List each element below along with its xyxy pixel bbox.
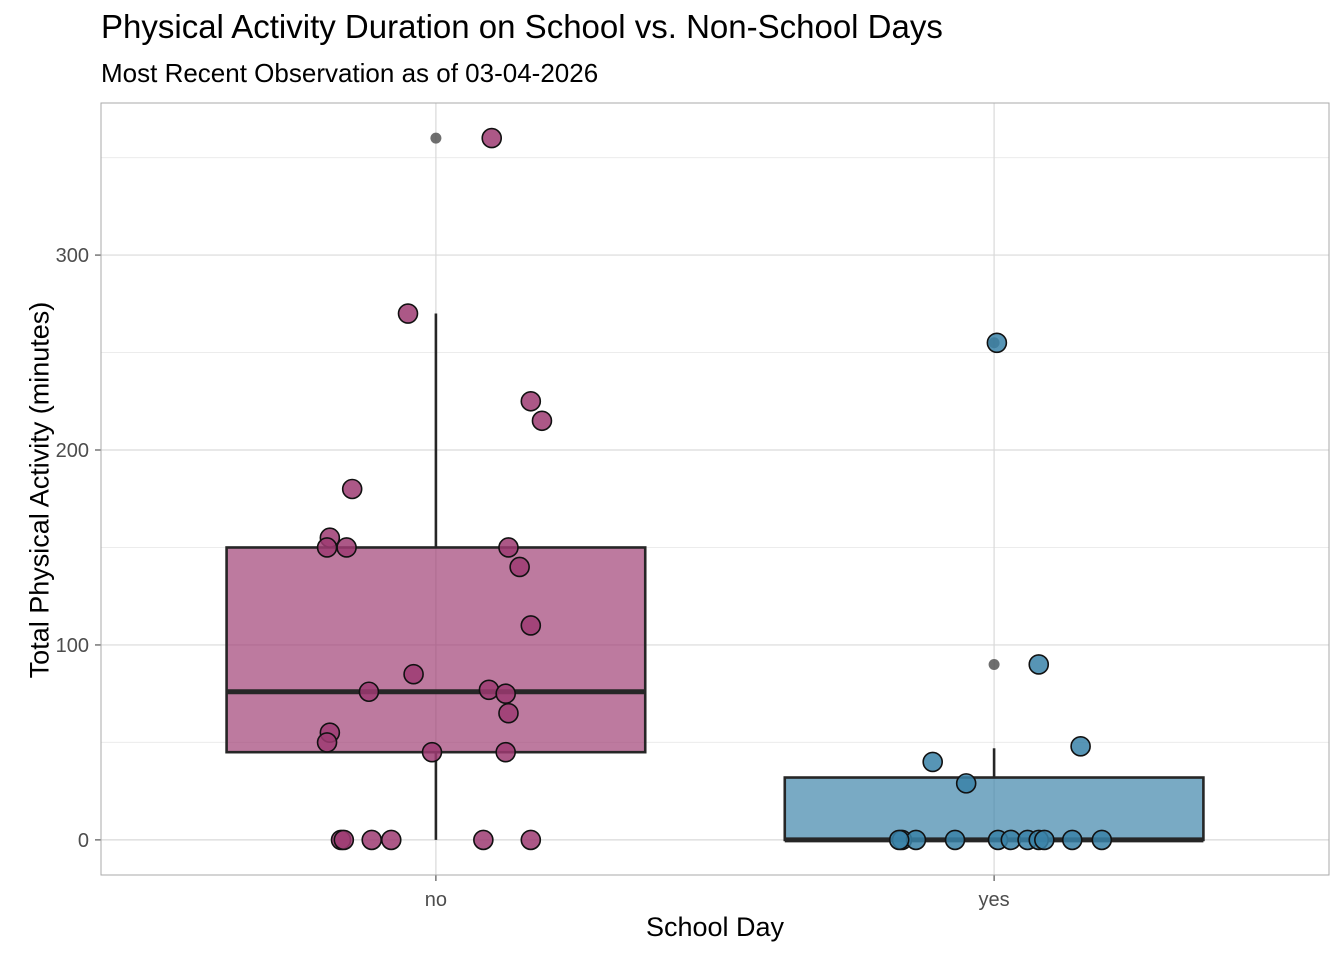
data-point xyxy=(341,478,363,500)
box-iqr xyxy=(783,776,1205,842)
data-point xyxy=(1034,829,1055,851)
chart-title: Physical Activity Duration on School vs.… xyxy=(101,8,943,45)
point-layer xyxy=(316,127,1113,851)
data-point xyxy=(380,829,402,851)
data-point xyxy=(361,829,383,851)
data-point xyxy=(336,537,357,558)
data-point xyxy=(481,127,503,149)
data-point xyxy=(358,681,380,703)
data-point xyxy=(1091,829,1113,851)
data-point xyxy=(520,615,542,636)
data-point xyxy=(316,732,338,753)
y-tick-label: 0 xyxy=(78,830,89,852)
x-tick-label: no xyxy=(425,889,447,911)
data-point xyxy=(509,556,530,578)
y-tick-label: 300 xyxy=(56,245,89,267)
box-iqr xyxy=(225,546,647,754)
data-point xyxy=(498,702,519,724)
data-point xyxy=(955,773,977,794)
y-tick-label: 200 xyxy=(56,440,89,462)
x-axis-label: School Day xyxy=(645,912,785,942)
data-point xyxy=(531,410,553,432)
data-point xyxy=(520,829,542,851)
data-point xyxy=(495,741,516,763)
data-point xyxy=(922,751,943,773)
box-layer xyxy=(225,132,1205,843)
axis-layer: 0 100 200 300 no yes xyxy=(56,245,1010,911)
data-point xyxy=(944,829,966,851)
grid-layer xyxy=(101,103,1329,875)
data-point xyxy=(316,537,338,558)
data-point xyxy=(421,741,443,763)
data-point xyxy=(1061,829,1083,851)
data-point xyxy=(333,829,355,851)
data-point xyxy=(888,829,910,851)
data-point xyxy=(403,663,424,685)
x-tick-label: yes xyxy=(979,889,1010,911)
panel-border xyxy=(100,102,1330,876)
outlier-point xyxy=(988,658,1000,670)
data-point xyxy=(1028,654,1050,675)
data-point xyxy=(478,679,500,701)
chart-subtitle: Most Recent Observation as of 03-04-2026 xyxy=(101,58,599,88)
data-point xyxy=(397,303,419,324)
data-point xyxy=(986,332,1008,354)
data-point xyxy=(520,390,542,412)
data-point xyxy=(473,829,494,851)
data-point xyxy=(1070,736,1091,757)
y-tick-label: 100 xyxy=(56,635,89,657)
y-axis-label: Total Physical Activity (minutes) xyxy=(24,301,55,679)
data-point xyxy=(498,537,519,558)
outlier-point xyxy=(430,132,442,144)
data-point xyxy=(495,683,516,704)
